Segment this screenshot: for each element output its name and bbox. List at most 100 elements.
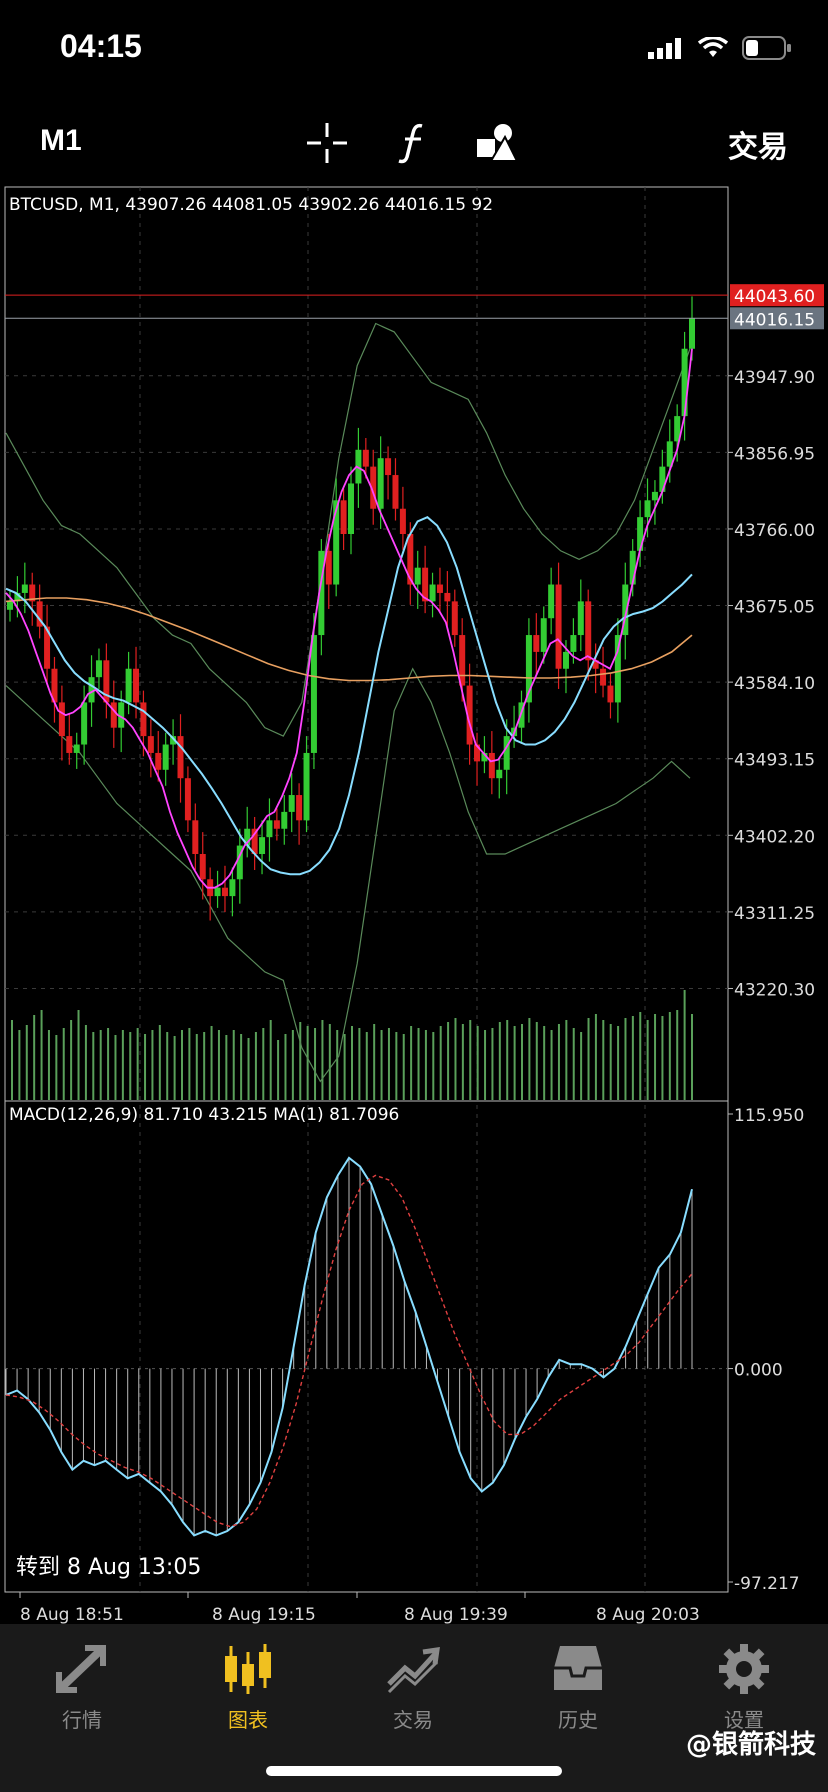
bull-candle xyxy=(629,550,636,585)
bid-price-box xyxy=(730,307,824,330)
bear-candle xyxy=(184,778,191,821)
tab-quotes[interactable]: 行情 xyxy=(27,1642,137,1733)
price-axis-label: 43584.10 xyxy=(734,674,815,694)
bull-candle xyxy=(666,441,673,467)
bear-candle xyxy=(251,828,258,854)
bull-candle xyxy=(481,752,488,762)
quotes-icon xyxy=(56,1645,106,1693)
bear-candle xyxy=(466,685,473,745)
bear-candle xyxy=(600,668,607,686)
bear-candle xyxy=(155,752,162,770)
bear-candle xyxy=(399,508,406,534)
history-icon xyxy=(554,1646,602,1690)
bear-candle xyxy=(66,736,73,753)
bear-candle xyxy=(103,660,110,703)
bear-candle xyxy=(29,584,36,602)
bull-candle xyxy=(525,635,532,703)
bear-candle xyxy=(488,752,495,779)
trade-icon xyxy=(387,1647,440,1694)
bear-candle xyxy=(58,702,65,737)
moving-average-mid xyxy=(5,516,693,876)
tab-label: 设置 xyxy=(724,1708,764,1732)
bear-candle xyxy=(221,887,228,897)
bull-candle xyxy=(14,592,21,602)
objects-icon[interactable] xyxy=(474,120,520,166)
bear-candle xyxy=(44,626,51,669)
bull-candle xyxy=(125,668,132,703)
bear-candle xyxy=(607,685,614,703)
bear-candle xyxy=(592,660,599,669)
price-axis-label: 43311.25 xyxy=(734,904,815,924)
bull-candle xyxy=(244,828,251,846)
bear-candle xyxy=(110,702,117,728)
bull-candle xyxy=(73,744,80,753)
bull-candle xyxy=(562,651,569,669)
time-axis-label: 8 Aug 18:51 xyxy=(20,1605,124,1624)
bull-candle xyxy=(651,491,658,501)
bear-candle xyxy=(444,592,451,602)
bear-candle xyxy=(451,601,458,636)
moving-average-slow xyxy=(5,597,693,682)
bear-candle xyxy=(296,795,303,821)
bull-candle xyxy=(333,500,340,585)
home-indicator[interactable] xyxy=(266,1766,562,1776)
bull-candle xyxy=(674,416,681,442)
bear-candle xyxy=(474,744,481,762)
bear-candle xyxy=(370,466,377,509)
tab-history[interactable]: 历史 xyxy=(523,1642,633,1733)
bull-candle xyxy=(21,584,28,593)
bear-candle xyxy=(392,475,399,509)
bollinger-upper xyxy=(5,322,691,737)
bull-candle xyxy=(659,466,666,492)
ask-price-box xyxy=(730,284,824,307)
tab-label: 历史 xyxy=(558,1708,598,1732)
macd-axis-label: 115.950 xyxy=(734,1106,804,1126)
trade-button[interactable]: 交易 xyxy=(728,130,788,165)
price-axis-label: 43675.05 xyxy=(734,598,815,618)
status-time: 04:15 xyxy=(60,28,142,64)
bull-candle xyxy=(614,635,621,703)
price-chart[interactable]: 43947.90 43856.95 43766.00 43675.05 43584.10… xyxy=(0,184,828,1624)
time-axis-label: 8 Aug 19:15 xyxy=(212,1605,316,1624)
settings-icon xyxy=(719,1644,769,1694)
tab-trade[interactable]: 交易 xyxy=(358,1642,468,1733)
bull-candle xyxy=(355,449,362,484)
time-axis-label: 8 Aug 19:39 xyxy=(404,1605,508,1624)
macd-line xyxy=(5,1156,693,1537)
bull-candle xyxy=(518,702,525,728)
bear-candle xyxy=(36,601,43,627)
bear-candle xyxy=(192,820,199,854)
bull-candle xyxy=(681,348,688,417)
price-axis-label: 43493.15 xyxy=(734,751,815,771)
tab-chart[interactable]: 图表 xyxy=(193,1642,303,1733)
bull-candle xyxy=(229,879,236,897)
macd-axis-label: 0.000 xyxy=(734,1361,783,1381)
indicators-icon[interactable] xyxy=(390,120,436,166)
bear-candle xyxy=(585,601,592,661)
chart-area[interactable]: 43947.90 43856.95 43766.00 43675.05 43584.10… xyxy=(0,184,828,1624)
moving-average-fast xyxy=(5,348,693,889)
bid-price-label: 44016.15 xyxy=(734,310,815,330)
bull-candle xyxy=(644,500,651,518)
status-icons xyxy=(648,36,792,60)
bull-candle xyxy=(236,845,243,880)
bull-candle xyxy=(496,769,503,779)
bull-candle xyxy=(303,752,310,821)
chart-toolbar: M1 交易 xyxy=(0,100,828,182)
macd-signal-line xyxy=(5,1174,693,1528)
bear-candle xyxy=(362,449,369,467)
crosshair-icon[interactable] xyxy=(304,120,350,166)
price-axis-label: 43402.20 xyxy=(734,827,815,847)
bull-candle xyxy=(318,550,325,636)
price-axis-label: 43947.90 xyxy=(734,368,815,388)
timeframe-button[interactable]: M1 xyxy=(40,124,82,157)
bear-candle xyxy=(273,820,280,829)
bear-candle xyxy=(555,584,562,669)
ask-price-label: 44043.60 xyxy=(734,287,815,307)
tab-bar: 行情 图表 交易 历史 设置 xyxy=(0,1624,828,1792)
bear-candle xyxy=(199,854,206,880)
bull-candle xyxy=(577,601,584,636)
tab-settings[interactable]: 设置 xyxy=(689,1642,799,1733)
bull-candle xyxy=(689,318,695,349)
bull-candle xyxy=(288,795,295,812)
